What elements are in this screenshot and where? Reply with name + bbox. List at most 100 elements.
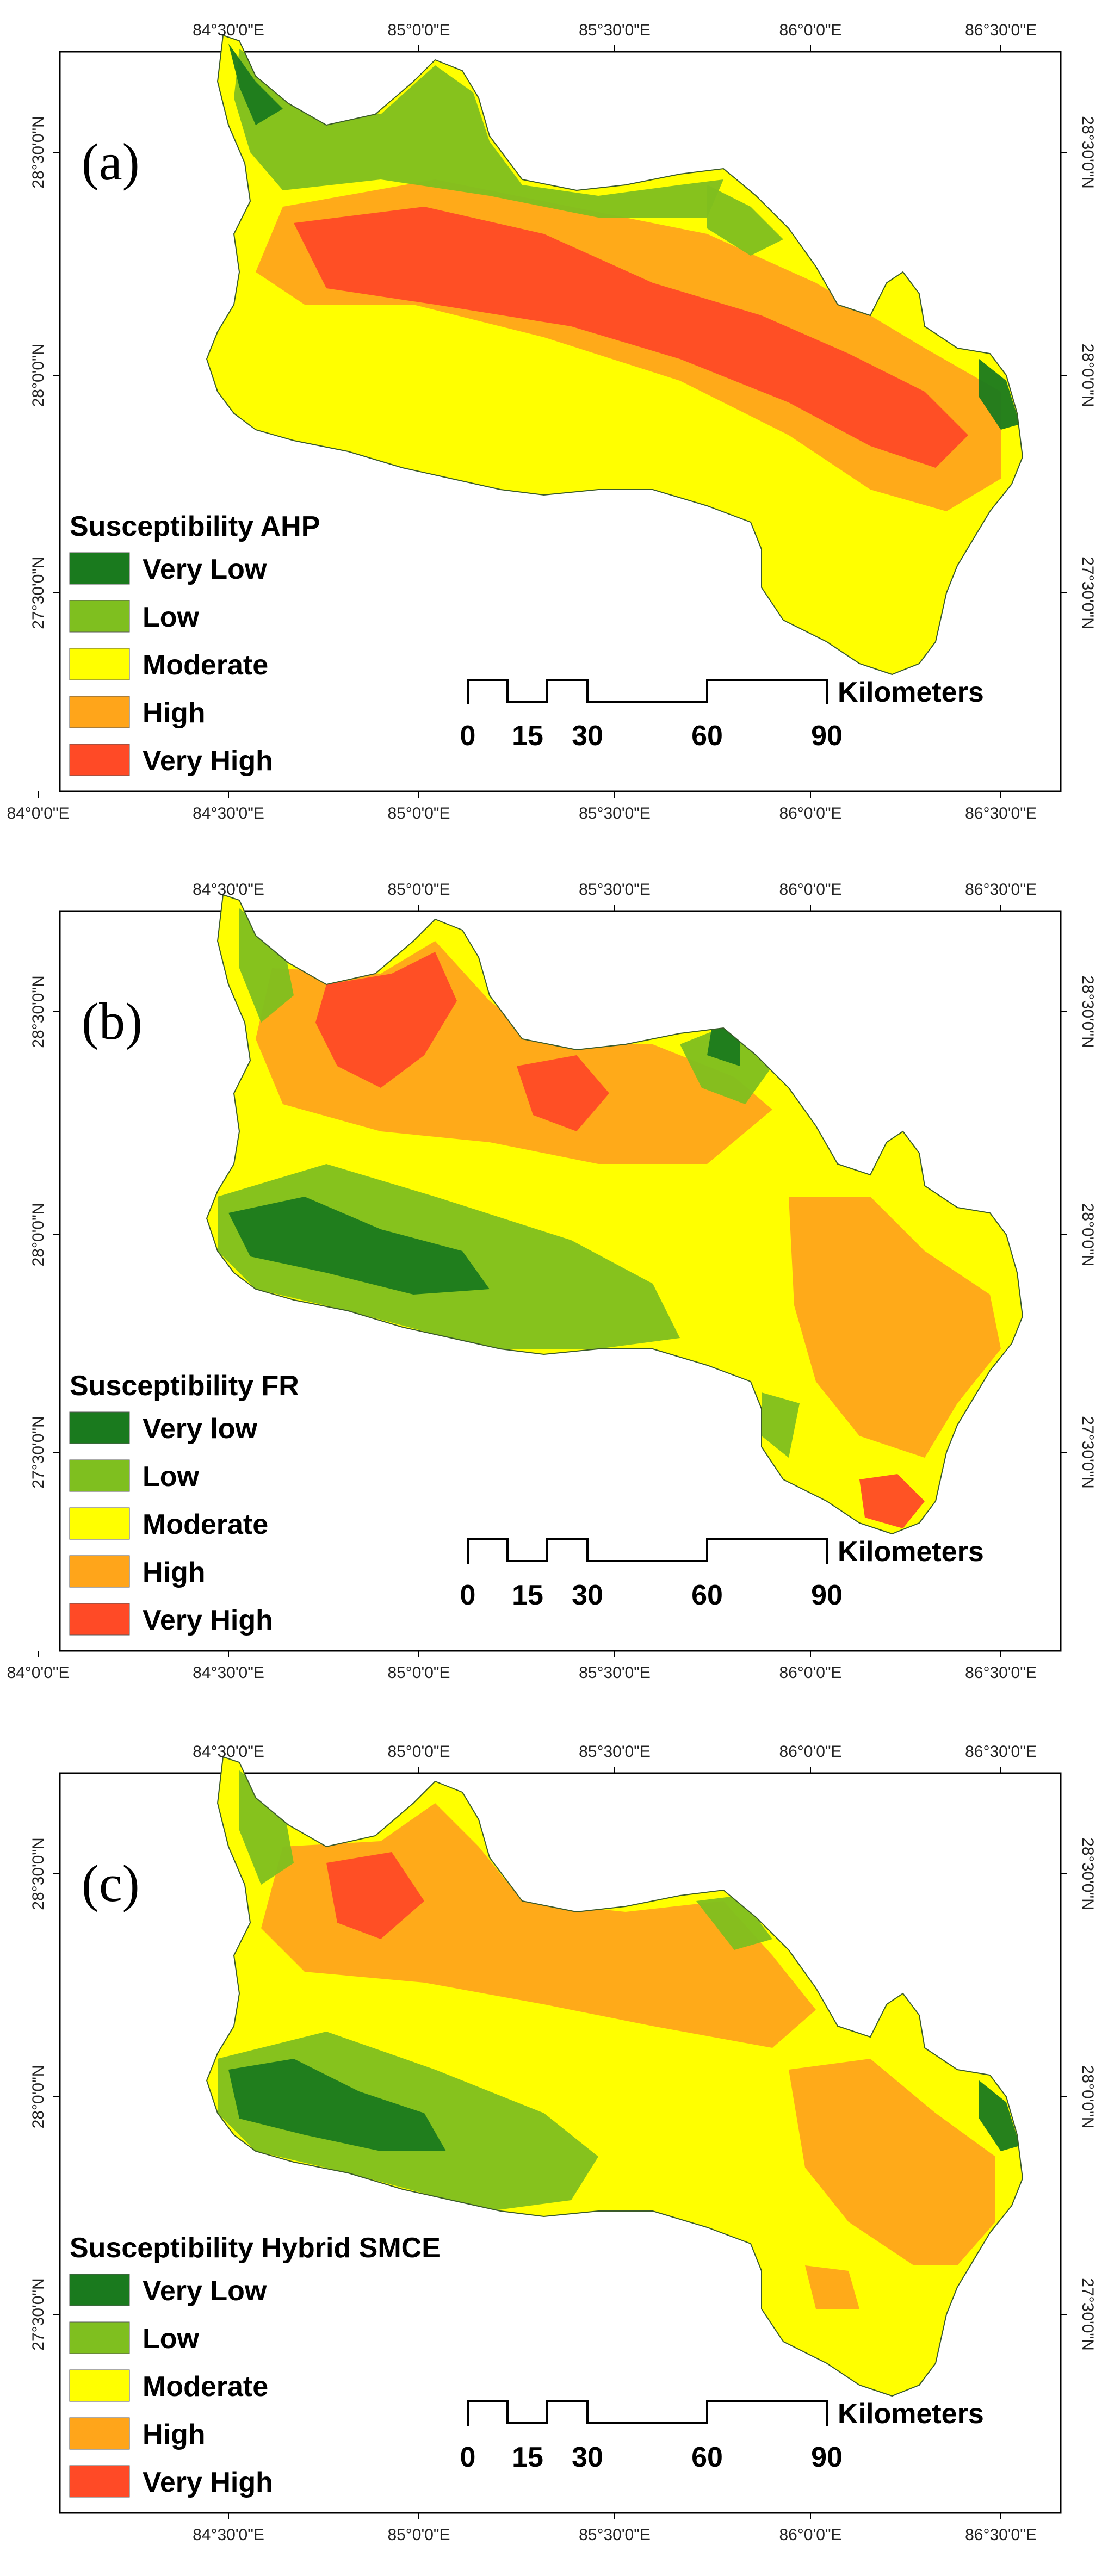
bottom-longitude-label: 84°30'0"E bbox=[193, 2526, 264, 2544]
bottom-longitude-label: 85°30'0"E bbox=[579, 2526, 651, 2544]
top-longitude-label: 86°30'0"E bbox=[965, 21, 1037, 39]
right-latitude-label: 28°0'0"N bbox=[1079, 344, 1097, 407]
scale-unit-label: Kilometers bbox=[838, 1536, 984, 1568]
legend-swatch-very-high bbox=[69, 2465, 130, 2498]
class-area-low bbox=[696, 1896, 772, 1950]
map-svg: (b) 84°30'0"E 85°0'0"E 85°30'0"E 86°0'0"E 86°… bbox=[7, 881, 1097, 1682]
legend-label: Very Low bbox=[143, 554, 267, 585]
class-area-very-low bbox=[228, 1197, 490, 1295]
top-longitude-label: 84°30'0"E bbox=[193, 21, 264, 39]
class-area-very-low bbox=[979, 2080, 1020, 2151]
bottom-longitude-label: 86°0'0"E bbox=[779, 2526, 841, 2544]
class-area-high bbox=[805, 2265, 859, 2309]
legend-swatch-very-high bbox=[69, 744, 130, 776]
scale-bar: 0 15 30 60 90 Kilometers bbox=[460, 2398, 984, 2473]
bottom-longitude-label: 86°30'0"E bbox=[965, 804, 1037, 822]
scale-bar: 0 15 30 60 90 Kilometers bbox=[460, 677, 984, 752]
panel-label: (a) bbox=[82, 133, 140, 191]
class-area-very-high bbox=[859, 1474, 925, 1528]
map-panel-b: (b) 84°30'0"E 85°0'0"E 85°30'0"E 86°0'0"E 86°… bbox=[0, 859, 1108, 1708]
left-latitude-label: 28°0'0"N bbox=[29, 2065, 47, 2129]
susceptibility-map bbox=[207, 35, 1023, 674]
class-area-low bbox=[707, 185, 783, 256]
top-longitude-label: 85°0'0"E bbox=[387, 1743, 450, 1761]
left-latitude-label: 28°30'0"N bbox=[29, 975, 47, 1048]
scale-tick-label: 90 bbox=[811, 1580, 843, 1611]
left-latitude-label: 27°30'0"N bbox=[29, 2278, 47, 2350]
legend-swatch-high bbox=[69, 696, 130, 728]
top-longitude-label: 85°0'0"E bbox=[387, 881, 450, 899]
class-area-very-high bbox=[326, 1852, 424, 1939]
legend-swatch-high bbox=[69, 1555, 130, 1588]
class-area-very-high bbox=[517, 1055, 609, 1131]
legend-label: Moderate bbox=[143, 1509, 268, 1540]
class-area-very-low bbox=[979, 359, 1020, 430]
bottom-longitude-label: 86°0'0"E bbox=[779, 1664, 841, 1682]
panel-label: (c) bbox=[82, 1854, 140, 1912]
legend-label: Moderate bbox=[143, 2371, 268, 2402]
bottom-longitude-label: 84°0'0"E bbox=[7, 1664, 69, 1682]
bottom-longitude-label: 84°30'0"E bbox=[193, 1664, 264, 1682]
right-latitude-label: 27°30'0"N bbox=[1079, 1416, 1097, 1488]
top-longitude-label: 86°30'0"E bbox=[965, 1743, 1037, 1761]
top-longitude-label: 85°30'0"E bbox=[579, 1743, 651, 1761]
legend-label: Very High bbox=[143, 1605, 273, 1636]
scale-tick-label: 60 bbox=[691, 1580, 723, 1611]
class-area-very-high bbox=[294, 207, 968, 468]
class-area-very-low bbox=[228, 2059, 446, 2151]
bottom-longitude-label: 86°30'0"E bbox=[965, 2526, 1037, 2544]
scale-tick-label: 0 bbox=[460, 1580, 476, 1611]
scale-tick-label: 90 bbox=[811, 2442, 843, 2473]
scale-tick-label: 60 bbox=[691, 2442, 723, 2473]
legend-label: Very High bbox=[143, 2467, 273, 2498]
bottom-longitude-label: 85°0'0"E bbox=[387, 804, 450, 822]
left-latitude-label: 28°30'0"N bbox=[29, 1837, 47, 1910]
top-longitude-label: 86°0'0"E bbox=[779, 21, 841, 39]
legend-title: Susceptibility AHP bbox=[70, 511, 320, 542]
class-area-high bbox=[789, 2059, 995, 2265]
legend-label: Low bbox=[143, 602, 200, 633]
top-longitude-label: 86°0'0"E bbox=[779, 881, 841, 899]
legend-label: Low bbox=[143, 2323, 200, 2355]
left-latitude-label: 27°30'0"N bbox=[29, 556, 47, 629]
scale-tick-label: 0 bbox=[460, 2442, 476, 2473]
legend-label: Very low bbox=[143, 1413, 258, 1445]
legend-swatch-very-low bbox=[69, 552, 130, 585]
scale-tick-label: 60 bbox=[691, 720, 723, 752]
class-area-low bbox=[239, 908, 294, 1023]
scale-tick-label: 30 bbox=[572, 2442, 603, 2473]
panel-label: (b) bbox=[82, 992, 143, 1050]
class-area-low bbox=[239, 1770, 294, 1885]
right-latitude-label: 28°30'0"N bbox=[1079, 1837, 1097, 1910]
legend-swatch-high bbox=[69, 2417, 130, 2450]
map-panel-a: (a) 84°30'0"E 85°0'0"E 85°30'0"E 86°0'0"E 86°… bbox=[0, 0, 1108, 849]
map-panel-c: (c) 84°30'0"E 85°0'0"E 85°30'0"E 86°0'0"E 86°… bbox=[0, 1722, 1108, 2570]
class-area-very-low bbox=[228, 44, 283, 125]
left-latitude-label: 28°0'0"N bbox=[29, 1203, 47, 1267]
bottom-longitude-label: 85°0'0"E bbox=[387, 1664, 450, 1682]
top-longitude-label: 84°30'0"E bbox=[193, 881, 264, 899]
right-latitude-label: 27°30'0"N bbox=[1079, 2278, 1097, 2350]
class-area-very-high bbox=[315, 952, 457, 1088]
legend-swatch-moderate bbox=[69, 1507, 130, 1540]
legend-swatch-very-low bbox=[69, 2274, 130, 2306]
bottom-longitude-label: 86°30'0"E bbox=[965, 1664, 1037, 1682]
class-area-moderate bbox=[212, 1917, 1006, 2363]
bottom-longitude-label: 85°30'0"E bbox=[579, 1664, 651, 1682]
legend-swatch-very-high bbox=[69, 1603, 130, 1636]
scale-tick-label: 15 bbox=[512, 1580, 543, 1611]
scale-tick-label: 15 bbox=[512, 720, 543, 752]
class-area-moderate bbox=[772, 549, 936, 669]
legend-swatch-low bbox=[69, 1459, 130, 1492]
legend-label: High bbox=[143, 1557, 206, 1588]
class-area-low bbox=[762, 1392, 800, 1458]
legend-label: Very High bbox=[143, 745, 273, 777]
map-svg: (c) 84°30'0"E 85°0'0"E 85°30'0"E 86°0'0"E 86°… bbox=[29, 1743, 1097, 2544]
scale-tick-label: 90 bbox=[811, 720, 843, 752]
scale-tick-label: 30 bbox=[572, 1580, 603, 1611]
legend-swatch-very-low bbox=[69, 1411, 130, 1444]
susceptibility-map bbox=[207, 895, 1023, 1534]
bottom-longitude-label: 84°30'0"E bbox=[193, 804, 264, 822]
top-longitude-label: 85°30'0"E bbox=[579, 21, 651, 39]
top-longitude-label: 86°0'0"E bbox=[779, 1743, 841, 1761]
